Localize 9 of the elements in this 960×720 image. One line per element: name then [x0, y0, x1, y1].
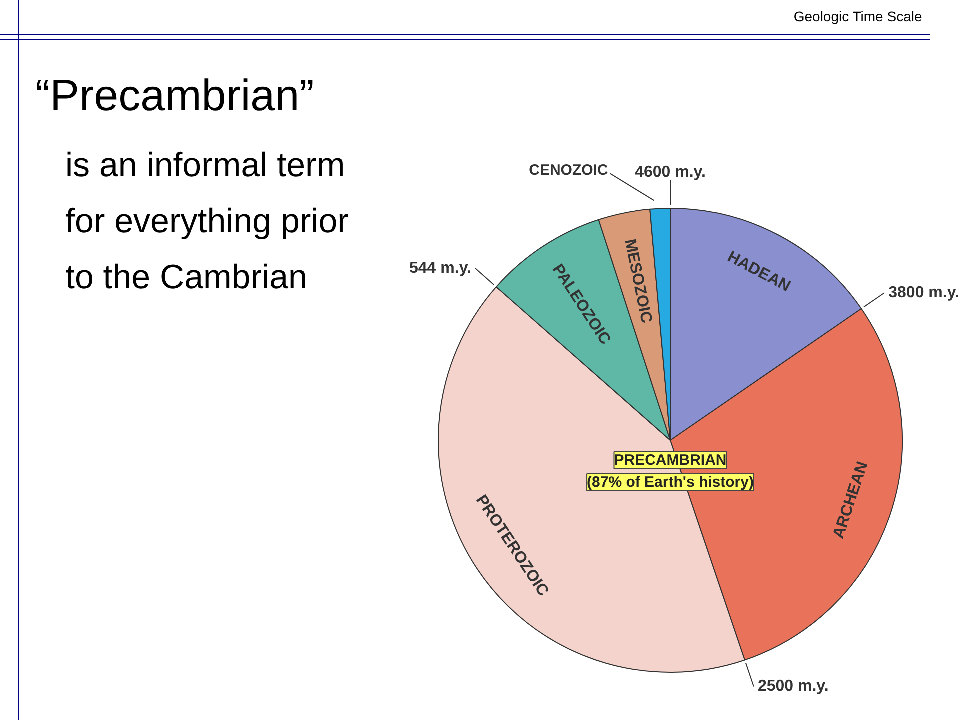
text: 3800 m.y. [888, 284, 960, 302]
text: is an informal term for everything prior to the Cambrian [66, 146, 349, 296]
text: 544 m.y. [410, 260, 472, 278]
text: 2500 m.y. [758, 678, 829, 696]
slice-label: CENOZOIC [529, 162, 608, 180]
text: 4600 m.y. [635, 164, 706, 181]
chart-title: “Precambrian” [36, 72, 314, 120]
text: PRECAMBRIAN (87% of Earth's history) [587, 452, 754, 491]
text: Geologic Time Scale [794, 8, 922, 24]
